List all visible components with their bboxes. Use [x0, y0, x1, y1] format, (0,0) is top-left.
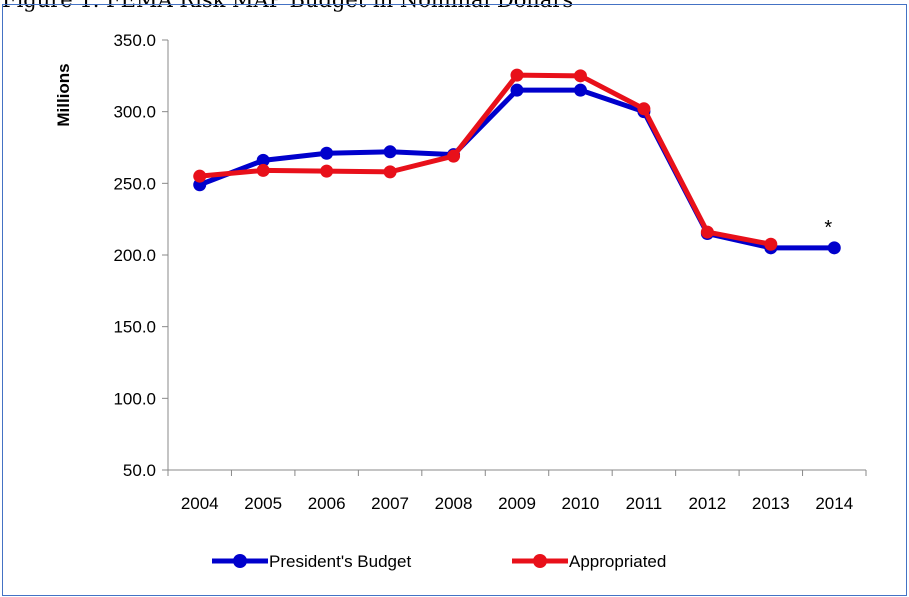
- x-tick-label: 2009: [498, 494, 536, 513]
- y-tick-label: 200.0: [113, 246, 156, 265]
- data-point: [700, 225, 714, 239]
- data-point: [510, 83, 524, 97]
- legend-marker: [533, 554, 547, 568]
- y-tick-label: 250.0: [113, 174, 156, 193]
- axes: 50.0 100.0 150.0 200.0 250.0 300.0 350.0 2004 20…: [54, 31, 867, 513]
- x-tick-label: 2013: [752, 494, 790, 513]
- x-tick-label: 2011: [626, 494, 663, 513]
- legend-item-1: Appropriated: [512, 552, 666, 571]
- series-layer: [193, 68, 841, 255]
- y-tick-label: 300.0: [113, 103, 156, 122]
- data-point: [573, 83, 587, 97]
- x-tick-label: 2007: [371, 494, 409, 513]
- data-point: [447, 149, 461, 163]
- figure-title: Figure 1. FEMA Risk MAP Budget in Nomina…: [2, 0, 574, 12]
- legend: President's Budget Appropriated: [212, 552, 666, 571]
- series-1: [193, 68, 778, 251]
- data-point: [764, 237, 778, 251]
- data-point: [320, 164, 334, 178]
- legend-item-0: President's Budget: [212, 552, 411, 571]
- data-point: [320, 146, 334, 160]
- legend-label: Appropriated: [569, 552, 666, 571]
- legend-marker: [233, 554, 247, 568]
- x-tick-label: 2005: [244, 494, 282, 513]
- data-point: [383, 165, 397, 179]
- y-tick-label: 350.0: [113, 31, 156, 50]
- x-tick-label: 2014: [815, 494, 853, 513]
- data-point: [193, 169, 207, 183]
- series-line: [199, 72, 772, 247]
- data-point: [510, 68, 524, 82]
- data-point: [256, 153, 270, 167]
- y-tick-label: 100.0: [113, 389, 156, 408]
- chart-frame: [2, 4, 907, 596]
- x-tick-label: 2012: [688, 494, 726, 513]
- x-tick-label: 2006: [308, 494, 346, 513]
- legend-label: President's Budget: [269, 552, 411, 571]
- x-tick-label: 2004: [181, 494, 219, 513]
- y-axis-title: Millions: [54, 63, 73, 126]
- x-tick-label: 2010: [562, 494, 600, 513]
- y-tick-label: 50.0: [123, 461, 156, 480]
- data-point: [256, 163, 270, 177]
- data-point: [827, 241, 841, 255]
- x-tick-label: 2008: [435, 494, 473, 513]
- data-point: [383, 145, 397, 159]
- annotation-asterisk: *: [824, 217, 832, 239]
- data-point: [573, 69, 587, 83]
- y-tick-label: 150.0: [113, 318, 156, 337]
- data-point: [637, 102, 651, 116]
